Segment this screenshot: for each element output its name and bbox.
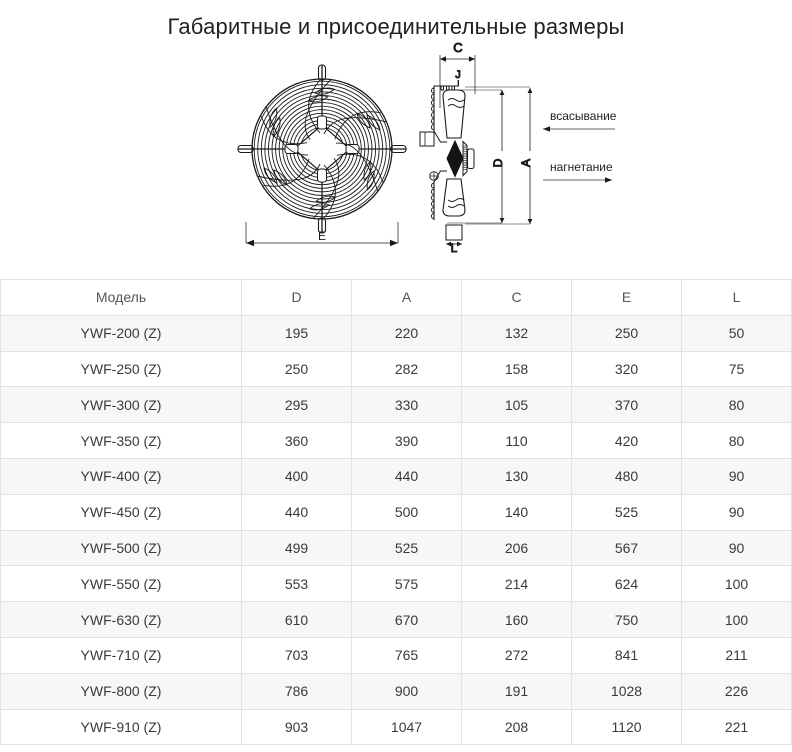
svg-text:нагнетание: нагнетание [550,160,613,174]
svg-text:L: L [451,241,458,255]
svg-text:A: A [519,159,533,167]
svg-text:E: E [318,229,326,243]
svg-text:D: D [491,158,505,167]
svg-text:C: C [453,40,462,55]
svg-text:всасывание: всасывание [550,109,617,123]
svg-text:J: J [455,69,461,81]
